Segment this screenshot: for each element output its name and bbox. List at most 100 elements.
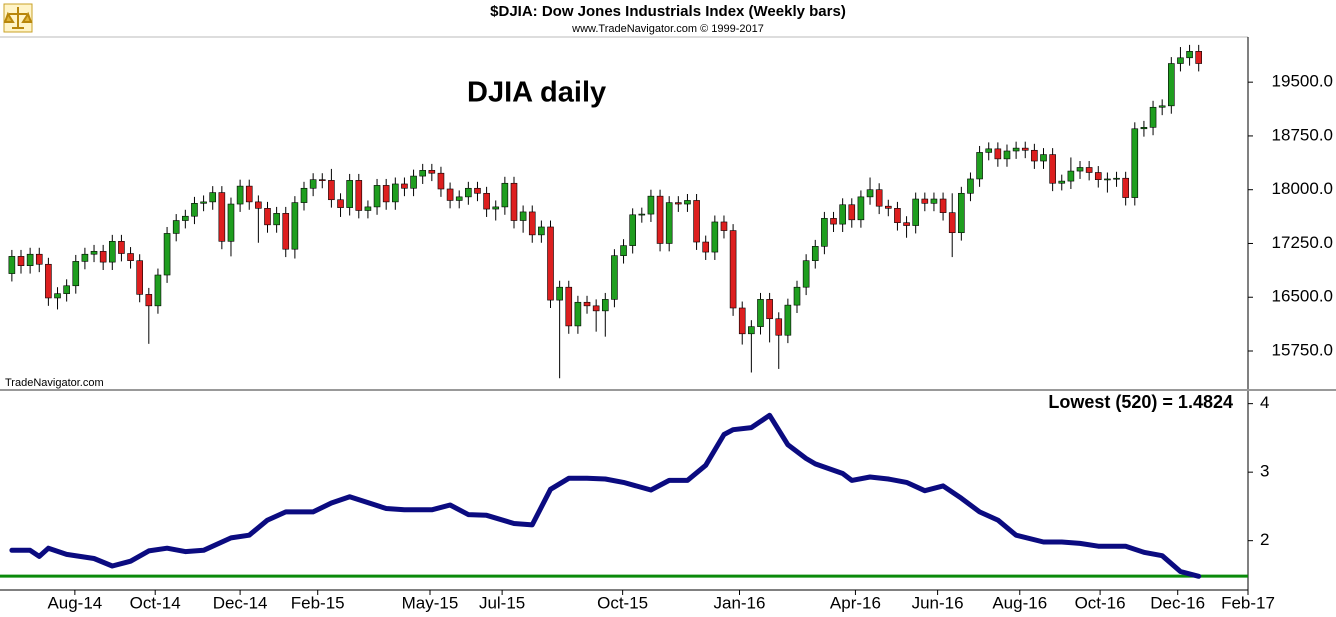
candle-body bbox=[328, 180, 335, 201]
candle-body bbox=[17, 256, 25, 266]
x-tick-label: Dec-14 bbox=[213, 593, 268, 612]
candle-body bbox=[875, 189, 883, 207]
candle-body bbox=[218, 192, 226, 242]
candle-body bbox=[255, 201, 262, 209]
candle-body bbox=[720, 221, 728, 231]
candle-body bbox=[492, 206, 500, 210]
candle-body bbox=[547, 226, 554, 301]
candle-body bbox=[1076, 167, 1084, 172]
candle-body bbox=[638, 213, 646, 216]
candle-body bbox=[54, 293, 61, 299]
x-tick-label: May-15 bbox=[402, 593, 459, 612]
candle-body bbox=[337, 199, 344, 208]
y-tick-label: 19500.0 bbox=[1272, 72, 1333, 91]
annotation: DJIA daily bbox=[467, 77, 606, 109]
candle-body bbox=[108, 241, 116, 263]
candle-body bbox=[1186, 51, 1193, 59]
candle-body bbox=[1021, 147, 1029, 151]
candle-body bbox=[318, 179, 326, 181]
candle-body bbox=[245, 185, 253, 203]
candle-body bbox=[191, 203, 198, 217]
candle-body bbox=[154, 274, 162, 307]
candle-body bbox=[967, 178, 974, 194]
chart-subtitle: www.TradeNavigator.com © 1999-2017 bbox=[571, 23, 764, 35]
candle-body bbox=[1012, 147, 1020, 152]
candle-body bbox=[273, 213, 280, 226]
candle-body bbox=[775, 318, 783, 336]
y-tick-label: 18750.0 bbox=[1272, 125, 1333, 144]
candle-body bbox=[757, 299, 764, 327]
candle-body bbox=[45, 263, 52, 299]
candle-body bbox=[200, 201, 207, 204]
candle-body bbox=[848, 204, 856, 221]
candle-body bbox=[793, 286, 801, 306]
candle-body bbox=[99, 251, 107, 263]
candle-body bbox=[592, 305, 600, 312]
candle-body bbox=[894, 208, 901, 223]
candle-body bbox=[1158, 105, 1166, 108]
candle-body bbox=[209, 192, 217, 203]
candle-body bbox=[976, 152, 983, 180]
candle-body bbox=[364, 206, 372, 211]
chart-title: $DJIA: Dow Jones Industrials Index (Week… bbox=[490, 3, 846, 20]
candle-body bbox=[355, 180, 363, 211]
candle-body bbox=[145, 294, 153, 307]
candle-body bbox=[373, 185, 381, 208]
candle-body bbox=[1094, 172, 1102, 180]
candle-body bbox=[182, 215, 189, 221]
candle-body bbox=[136, 260, 143, 295]
candle-body bbox=[857, 196, 865, 221]
candle-body bbox=[382, 185, 390, 203]
candle-body bbox=[1149, 106, 1157, 128]
y-tick-label: 18000.0 bbox=[1272, 179, 1333, 198]
y-tick-label: 2 bbox=[1260, 530, 1269, 549]
candle-body bbox=[839, 204, 846, 225]
candle-body bbox=[939, 198, 947, 213]
candle-body bbox=[1104, 178, 1111, 181]
candle-body bbox=[118, 241, 125, 254]
candle-body bbox=[884, 205, 892, 209]
candle-body bbox=[665, 202, 673, 244]
candle-body bbox=[693, 200, 700, 243]
x-tick-label: Dec-16 bbox=[1150, 593, 1205, 612]
candle-body bbox=[784, 304, 792, 336]
candle-body bbox=[410, 175, 417, 189]
candle-body bbox=[346, 180, 353, 208]
candle-body bbox=[392, 183, 399, 203]
y-tick-label: 17250.0 bbox=[1272, 233, 1333, 252]
candle-body bbox=[656, 195, 664, 244]
candle-body bbox=[26, 253, 34, 266]
candle-body bbox=[483, 192, 490, 210]
candle-body bbox=[1067, 170, 1075, 182]
candle-body bbox=[565, 286, 573, 327]
x-tick-label: Apr-16 bbox=[830, 593, 881, 612]
candle-body bbox=[528, 211, 536, 236]
candle-body bbox=[1195, 51, 1203, 64]
candle-body bbox=[811, 246, 819, 261]
x-tick-label: Jun-16 bbox=[912, 593, 964, 612]
candle-body bbox=[264, 208, 271, 226]
candle-body bbox=[236, 185, 244, 205]
y-tick-label: 3 bbox=[1260, 462, 1269, 481]
candle-body bbox=[866, 189, 874, 198]
candle-body bbox=[1003, 150, 1011, 160]
candle-body bbox=[1168, 63, 1175, 107]
candle-body bbox=[574, 301, 582, 327]
candle-body bbox=[601, 299, 609, 312]
candle-body bbox=[711, 221, 719, 253]
candle-body bbox=[1058, 180, 1066, 184]
candle-body bbox=[611, 255, 618, 300]
candle-body bbox=[163, 233, 171, 276]
candle-body bbox=[1085, 167, 1093, 173]
candle-body bbox=[1122, 177, 1129, 198]
candle-body bbox=[446, 188, 454, 201]
candle-body bbox=[903, 222, 910, 226]
x-tick-label: Jul-15 bbox=[479, 593, 525, 612]
candle-body bbox=[629, 214, 636, 246]
candle-body bbox=[127, 253, 134, 261]
x-tick-label: Aug-16 bbox=[992, 593, 1047, 612]
y-tick-label: 16500.0 bbox=[1272, 287, 1333, 306]
candle-body bbox=[538, 226, 545, 236]
